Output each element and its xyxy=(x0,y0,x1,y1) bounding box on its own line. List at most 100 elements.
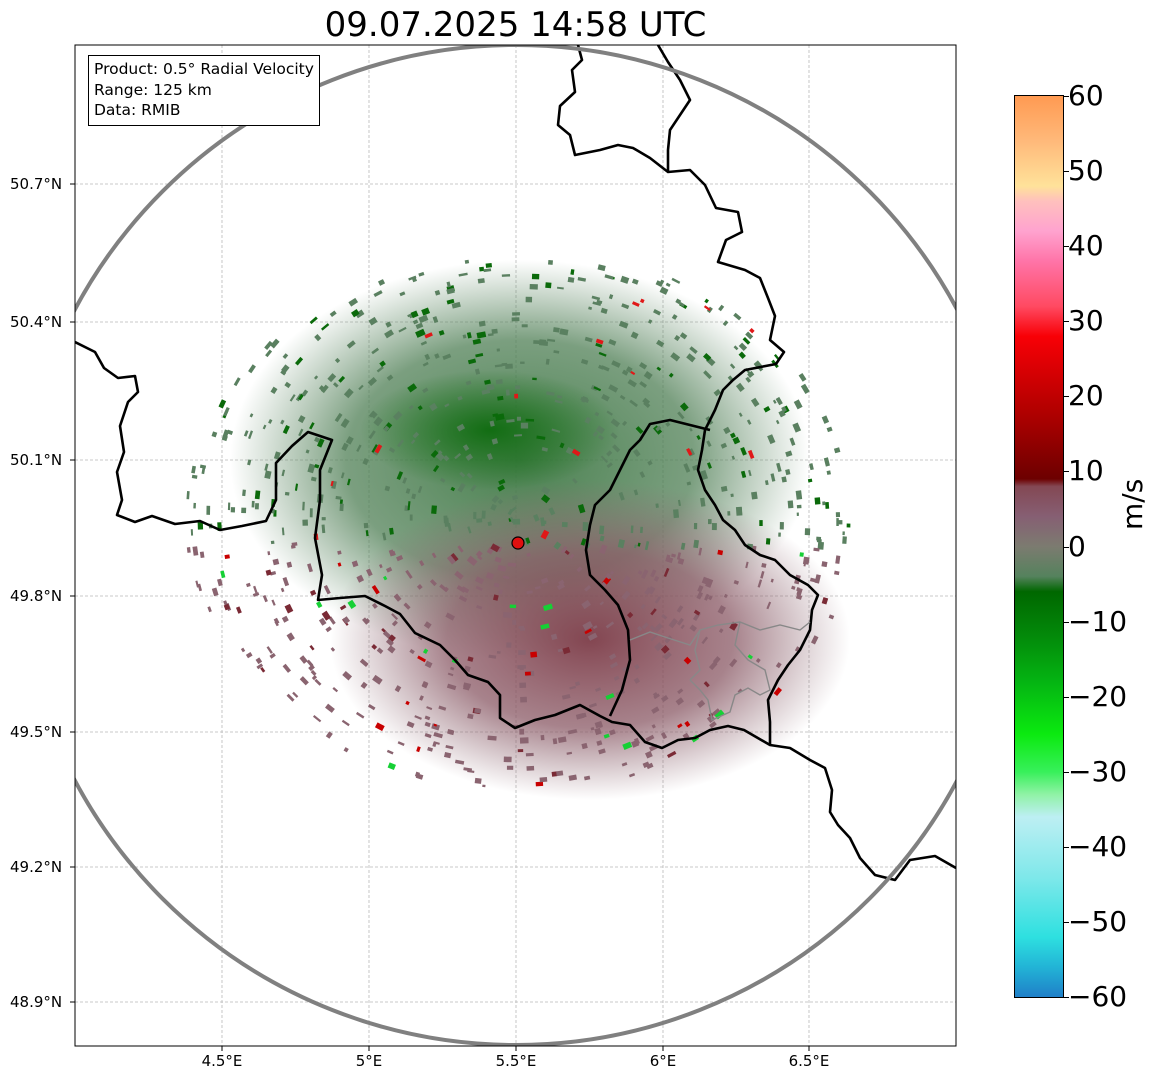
echo-pixel xyxy=(605,693,615,700)
echo-pixel xyxy=(670,352,681,362)
echo-pixel xyxy=(510,506,517,512)
lon-tick-label: 4.5°E xyxy=(201,1052,243,1070)
echo-pixel xyxy=(663,651,672,660)
map-title: 09.07.2025 14:58 UTC xyxy=(324,5,707,45)
echo-pixel xyxy=(411,276,418,283)
echo-pixel xyxy=(431,723,441,731)
echo-pixel xyxy=(367,703,376,711)
echo-pixel xyxy=(270,338,280,349)
echo-pixel xyxy=(686,447,693,456)
echo-pixel xyxy=(749,328,755,334)
echo-pixel xyxy=(540,577,549,585)
echo-pixel xyxy=(621,420,628,426)
echo-pixel xyxy=(486,384,495,391)
echo-pixel xyxy=(384,329,394,339)
echo-pixel xyxy=(641,622,649,630)
echo-pixel xyxy=(475,585,483,591)
echo-pixel xyxy=(423,621,432,629)
echo-pixel xyxy=(446,298,455,305)
echo-pixel xyxy=(516,416,522,421)
echo-pixel xyxy=(512,494,519,501)
echo-pixel xyxy=(653,693,660,700)
echo-pixel xyxy=(723,593,728,599)
colorbar-tick-mark xyxy=(1063,771,1069,773)
colorbar-tick-mark xyxy=(1063,471,1069,473)
echo-pixel xyxy=(740,470,747,479)
echo-pixel xyxy=(351,560,359,568)
echo-pixel xyxy=(631,301,640,307)
echo-pixel xyxy=(346,478,351,486)
echo-pixel xyxy=(643,401,651,409)
echo-pixel xyxy=(640,603,646,610)
colorbar-tick-mark xyxy=(1063,321,1069,323)
echo-pixel xyxy=(708,595,713,601)
range-label: Range: 125 km xyxy=(94,80,212,99)
echo-pixel xyxy=(457,395,463,401)
echo-pixel xyxy=(727,511,731,516)
echo-pixel xyxy=(809,463,814,471)
echo-pixel xyxy=(520,696,527,703)
echo-pixel xyxy=(509,604,517,609)
echo-pixel xyxy=(190,529,194,536)
colorbar-tick-label: −40 xyxy=(1068,829,1128,863)
echo-pixel xyxy=(621,369,629,376)
echo-pixel xyxy=(223,603,231,611)
echo-pixel xyxy=(785,450,793,458)
echo-pixel xyxy=(582,621,594,631)
echo-pixel xyxy=(722,320,729,327)
echo-pixel xyxy=(247,459,252,466)
echo-pixel xyxy=(524,671,531,676)
echo-pixel xyxy=(393,593,402,602)
echo-pixel xyxy=(630,370,636,376)
echo-pixel xyxy=(307,563,313,573)
echo-pixel xyxy=(376,366,384,373)
echo-pixel xyxy=(577,504,586,514)
colorbar-tick-mark xyxy=(1063,921,1069,923)
echo-pixel xyxy=(530,651,538,658)
echo-pixel xyxy=(689,624,697,632)
echo-pixel xyxy=(609,661,619,669)
echo-pixel xyxy=(337,562,342,567)
echo-pixel xyxy=(266,646,273,654)
echo-pixel xyxy=(431,552,437,559)
echo-pixel xyxy=(191,474,198,479)
echo-pixel xyxy=(374,444,383,454)
echo-pixel xyxy=(270,386,278,395)
echo-pixel xyxy=(599,544,608,555)
echo-pixel xyxy=(419,560,425,567)
echo-pixel xyxy=(473,511,477,520)
echo-pixel xyxy=(545,358,550,365)
echo-pixel xyxy=(388,447,396,454)
lat-tick-label: 48.9°N xyxy=(10,993,63,1011)
echo-pixel xyxy=(796,504,802,509)
echo-pixel xyxy=(671,553,676,558)
echo-pixel xyxy=(599,601,605,606)
echo-pixel xyxy=(256,663,264,670)
echo-pixel xyxy=(491,328,498,334)
echo-pixel xyxy=(597,264,606,272)
echo-pixel xyxy=(666,750,677,758)
echo-pixel xyxy=(542,603,553,612)
echo-pixel xyxy=(596,740,603,746)
echo-pixel xyxy=(342,616,351,624)
echo-pixel xyxy=(438,705,447,711)
echo-pixel xyxy=(673,509,680,519)
echo-pixel xyxy=(447,672,454,677)
colorbar-tick-label: 40 xyxy=(1068,229,1104,263)
echo-pixel xyxy=(625,366,633,373)
echo-pixel xyxy=(310,669,317,676)
echo-pixel xyxy=(384,485,391,492)
echo-pixel xyxy=(359,658,369,667)
echo-pixel xyxy=(414,771,421,778)
echo-pixel xyxy=(689,427,693,432)
echo-pixel xyxy=(397,439,405,448)
echo-pixel xyxy=(592,431,599,438)
echo-pixel xyxy=(590,727,595,731)
echo-pixel xyxy=(598,748,606,755)
echo-pixel xyxy=(584,416,592,424)
echo-pixel xyxy=(781,406,787,413)
colorbar-tick-mark xyxy=(1063,246,1069,248)
echo-pixel xyxy=(412,319,419,325)
echo-pixel xyxy=(776,462,782,472)
echo-pixel xyxy=(565,447,574,455)
